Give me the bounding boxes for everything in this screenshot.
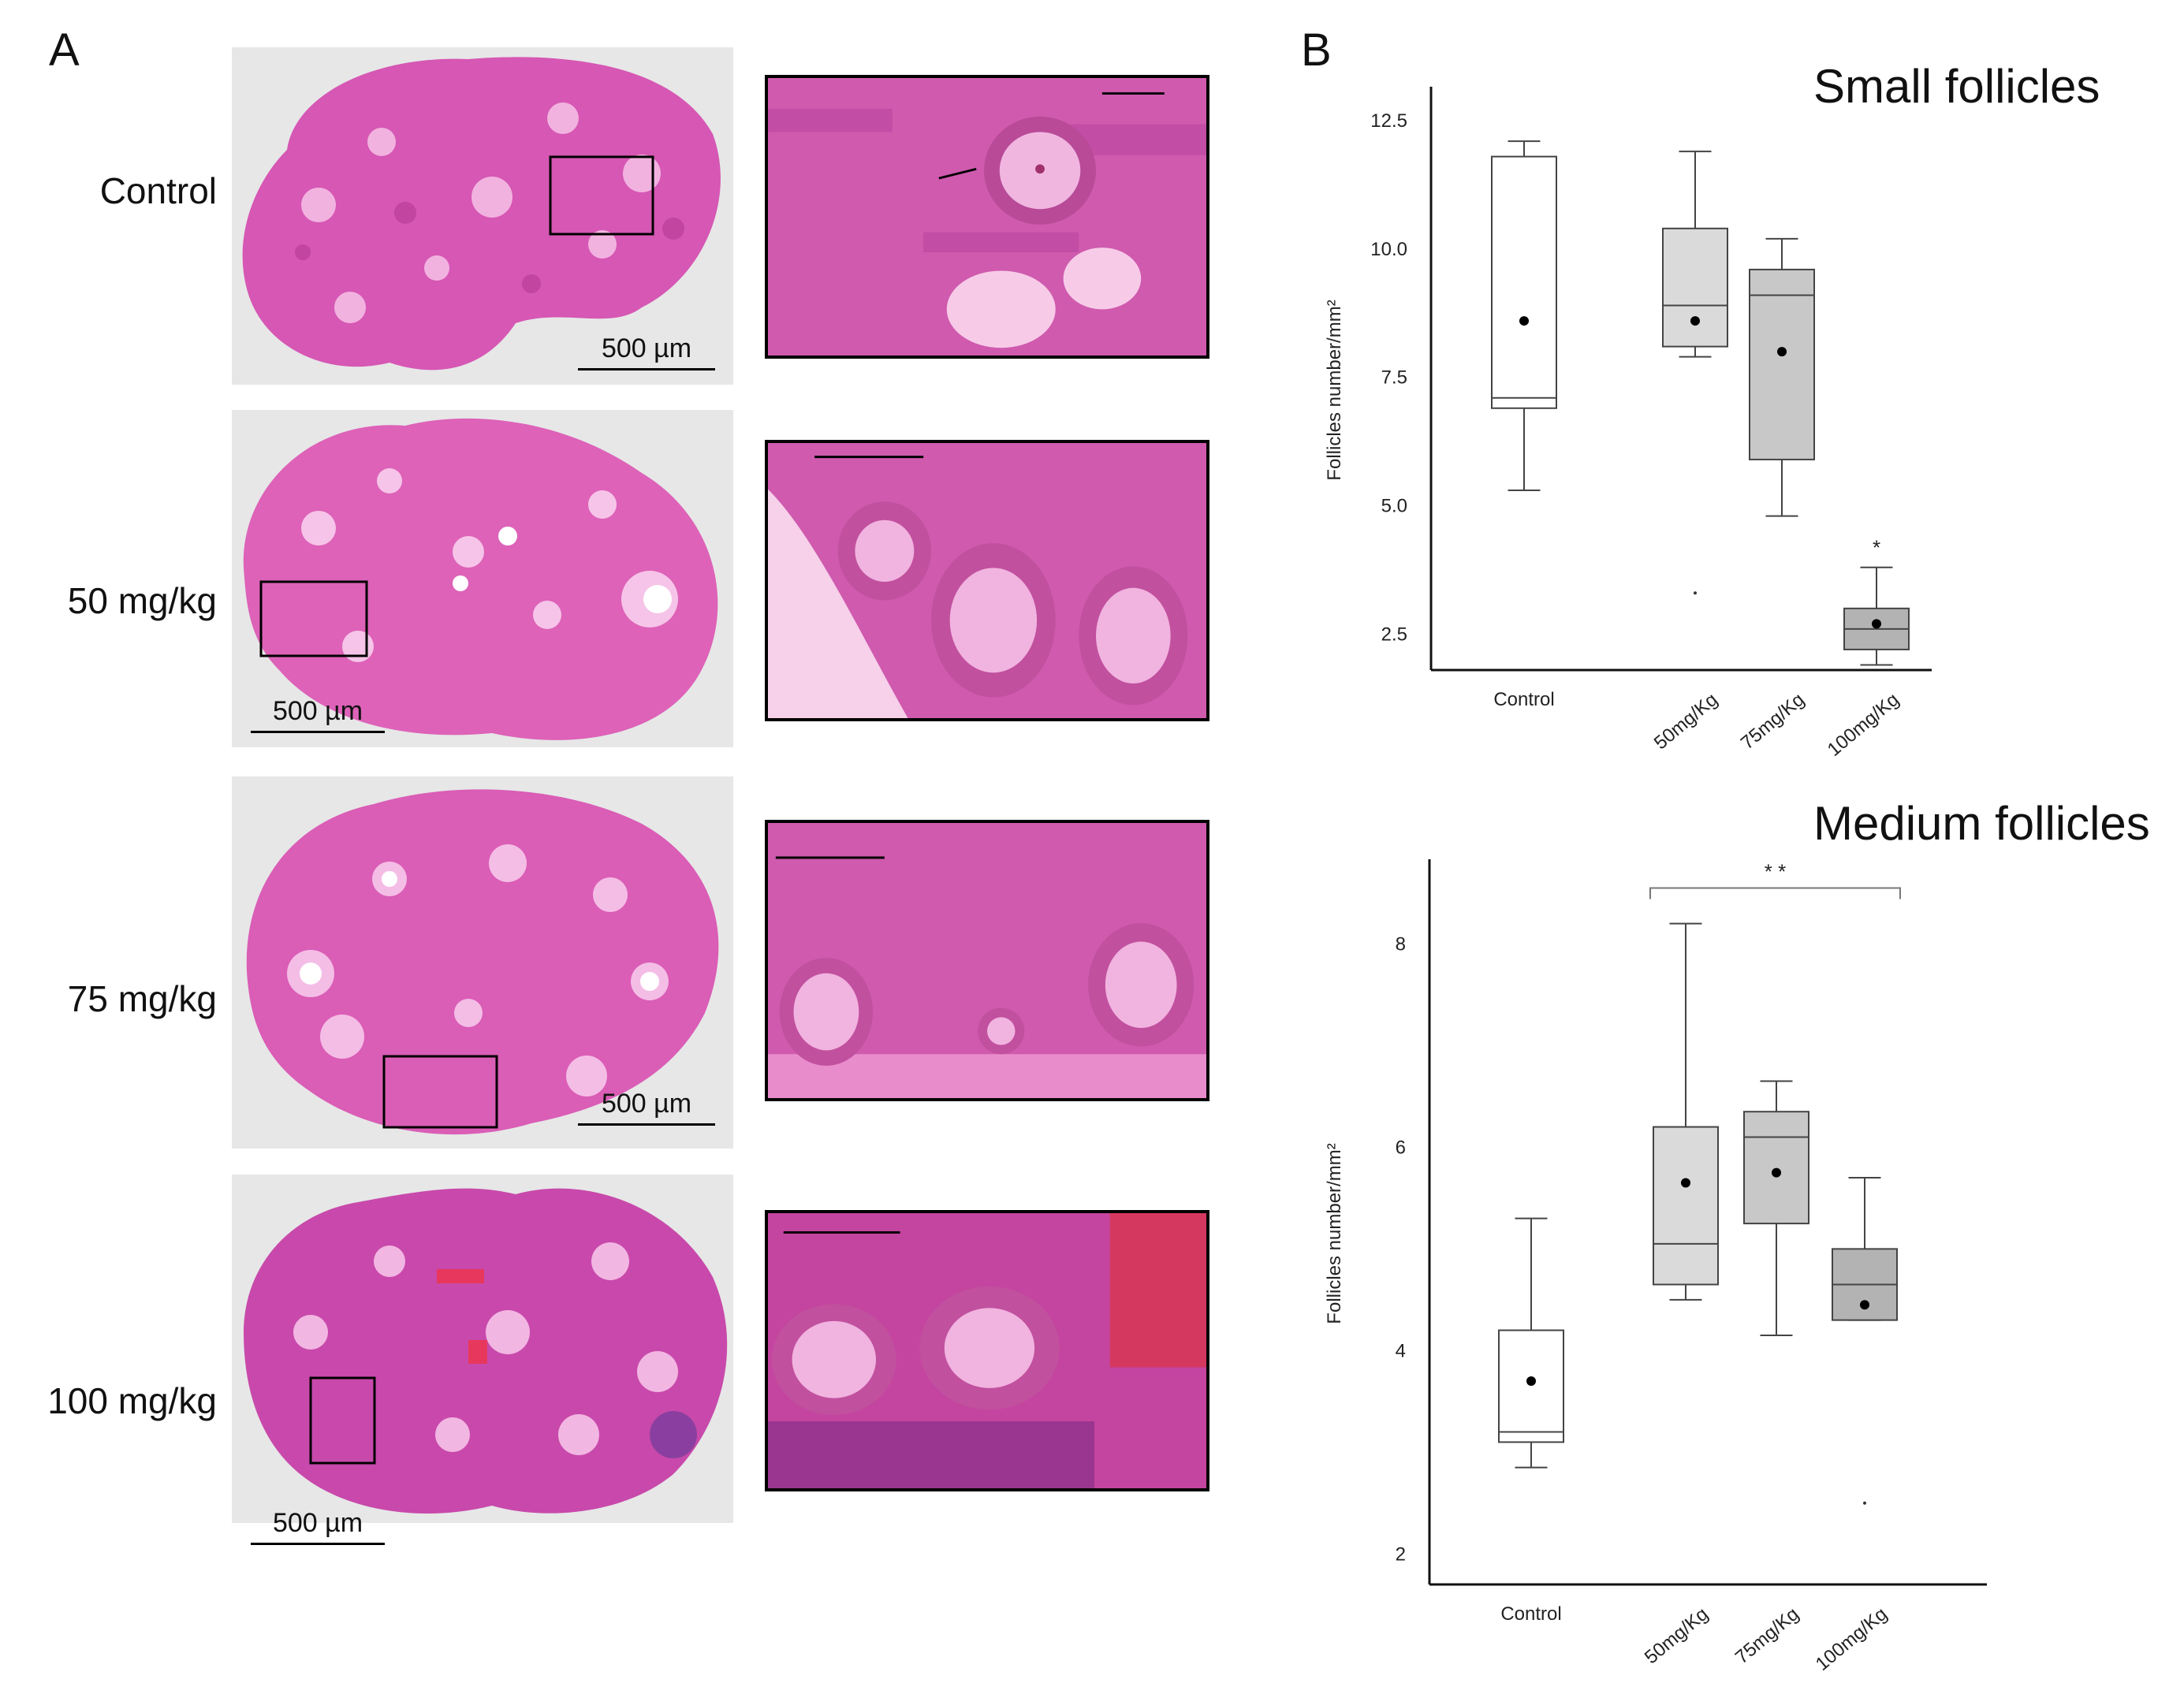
y-tick-label: 10.0 xyxy=(1370,239,1407,260)
x-category-label: 100mg/Kg xyxy=(1824,689,1903,761)
box xyxy=(1498,1329,1564,1443)
mean-point xyxy=(1690,316,1700,326)
y-tick-label: 12.5 xyxy=(1370,110,1407,132)
zoom-image-75mg xyxy=(765,820,1209,1101)
row-label-75mg: 75 mg/kg xyxy=(67,978,217,1019)
x-category-label: 50mg/Kg xyxy=(1641,1603,1713,1668)
outlier-point xyxy=(1694,591,1697,595)
x-category-label: 75mg/Kg xyxy=(1731,1603,1803,1668)
x-category-label: Control xyxy=(1493,689,1554,710)
scale-bar-100mg: 500 µm xyxy=(251,1506,385,1545)
small-follicles-chart: 2.5 5.0 7.5 10.0 12.5 Follicles number/mm² Con… xyxy=(1324,87,1932,761)
box xyxy=(1653,1126,1719,1286)
y-axis-label: Follicles number/mm² xyxy=(1324,300,1345,480)
y-tick-label: 2.5 xyxy=(1381,624,1407,645)
x-category-label: 75mg/Kg xyxy=(1737,689,1809,754)
zoom-image-50mg xyxy=(765,440,1209,721)
ovary-image-control xyxy=(232,47,733,385)
zoom-image-100mg xyxy=(765,1210,1209,1491)
box xyxy=(1491,155,1557,409)
medium-follicles-chart: 2 4 6 8 Follicles number/mm² Control 50mg/Kg 75… xyxy=(1324,859,1987,1675)
y-tick-label: 7.5 xyxy=(1381,367,1407,389)
zoom-image-control xyxy=(765,75,1209,359)
y-tick-label: 2 xyxy=(1396,1543,1406,1565)
y-axis-label: Follicles number/mm² xyxy=(1324,1143,1345,1324)
scale-bar-50mg: 500 µm xyxy=(251,694,385,733)
x-category-label: 100mg/Kg xyxy=(1812,1603,1891,1675)
mean-point xyxy=(1519,316,1529,326)
row-label-50mg: 50 mg/kg xyxy=(67,580,217,621)
row-label-control: Control xyxy=(99,170,217,211)
mean-point xyxy=(1872,619,1881,629)
ovary-image-50mg xyxy=(232,410,733,747)
scale-bar-75mg: 500 µm xyxy=(578,1086,715,1126)
significance-bracket xyxy=(1649,887,1901,899)
x-category-label: 50mg/Kg xyxy=(1650,689,1722,754)
mean-point xyxy=(1777,347,1787,357)
mean-point xyxy=(1526,1376,1536,1387)
x-category-label: Control xyxy=(1500,1603,1561,1625)
ovary-image-75mg xyxy=(232,776,733,1149)
y-tick-label: 5.0 xyxy=(1381,496,1407,517)
mean-point xyxy=(1860,1300,1869,1310)
significance-marker: * * xyxy=(1765,859,1786,883)
medium-follicles-title: Medium follicles xyxy=(1813,797,2150,850)
y-tick-label: 4 xyxy=(1396,1340,1406,1361)
box xyxy=(1662,227,1728,348)
y-tick-label: 8 xyxy=(1396,933,1406,955)
box xyxy=(1749,268,1815,460)
row-label-100mg: 100 mg/kg xyxy=(47,1380,217,1421)
ovary-image-100mg xyxy=(232,1175,733,1523)
panel-a-letter: A xyxy=(49,24,80,76)
panel-b-letter: B xyxy=(1301,24,1332,76)
box xyxy=(1743,1111,1809,1225)
significance-marker: * xyxy=(1873,536,1880,560)
small-follicles-title: Small follicles xyxy=(1813,60,2100,113)
outlier-point xyxy=(1863,1501,1866,1505)
y-tick-label: 6 xyxy=(1396,1137,1406,1158)
mean-point xyxy=(1772,1167,1781,1178)
scale-bar-control: 500 µm xyxy=(578,331,715,370)
mean-point xyxy=(1681,1178,1690,1188)
